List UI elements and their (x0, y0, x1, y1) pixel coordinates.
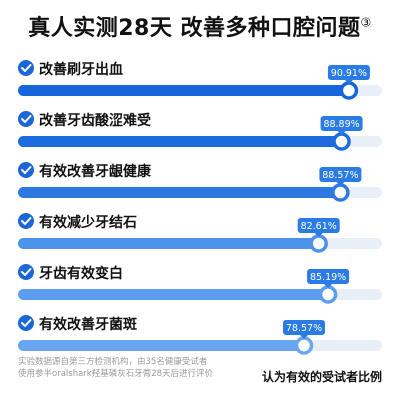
bar-end-knob (309, 234, 328, 253)
bar (18, 238, 319, 249)
value-badge-pointer (324, 284, 333, 288)
check-mark (21, 217, 32, 225)
bar (18, 85, 349, 96)
category-label: 有效改善牙龈健康 (39, 163, 152, 180)
check-mark (21, 64, 32, 72)
bar (18, 289, 329, 300)
category-label: 有效减少牙结石 (39, 214, 137, 231)
check-icon (18, 264, 34, 280)
footnote: 实验数据源自第三方检测机构，由35名健康受试者 使用参半oralshark羟基磷… (18, 356, 258, 380)
value-badge-pointer (314, 233, 323, 237)
check-mark (21, 166, 32, 174)
value-badge (320, 116, 363, 131)
value-badge-pointer (344, 80, 353, 84)
value-label: 88.57% (322, 170, 358, 181)
bar-end-knob (339, 81, 359, 100)
bar-end-knob (294, 336, 314, 355)
value-label: 78.57% (286, 323, 322, 334)
check-mark (21, 268, 32, 276)
category-label: 改善刷牙出血 (39, 61, 123, 78)
page-title: 真人实测28天 改善多种口腔问题③ (0, 10, 400, 42)
value-badge-pointer (299, 335, 308, 339)
bar-end-knob (331, 183, 350, 202)
bar-end-knob (318, 285, 338, 304)
value-badge-pointer (336, 182, 345, 186)
bar-end-knob (332, 132, 351, 151)
x-axis-label: 认为有效的受试者比例 (261, 370, 382, 384)
bar (18, 136, 342, 147)
title-text: 真人实测28天 改善多种口腔问题 (28, 16, 361, 41)
value-badge (319, 167, 362, 182)
check-icon (18, 315, 34, 331)
category-label: 改善牙齿酸涩难受 (39, 112, 151, 129)
check-mark (21, 115, 32, 123)
value-badge (327, 65, 370, 80)
footnote-marker: ③ (360, 15, 372, 30)
value-badge-pointer (337, 131, 346, 135)
footnote-line-2: 使用参半oralshark羟基磷灰石牙膏28天后进行评价 (18, 369, 214, 379)
bar (18, 187, 341, 198)
check-icon (18, 60, 34, 76)
value-label: 85.19% (310, 272, 346, 283)
check-icon (18, 111, 34, 127)
value-label: 82.61% (301, 221, 337, 232)
category-label: 有效改善牙菌斑 (39, 316, 137, 333)
category-label: 牙齿有效变白 (39, 265, 123, 282)
check-icon (18, 162, 34, 178)
value-label: 88.89% (323, 119, 359, 130)
value-badge (282, 320, 325, 335)
check-mark (21, 319, 32, 327)
bar (18, 340, 304, 351)
value-badge (307, 269, 350, 284)
footnote-line-1: 实验数据源自第三方检测机构，由35名健康受试者 (18, 357, 208, 367)
value-label: 90.91% (331, 68, 367, 79)
value-badge (297, 218, 340, 233)
check-icon (18, 213, 34, 229)
